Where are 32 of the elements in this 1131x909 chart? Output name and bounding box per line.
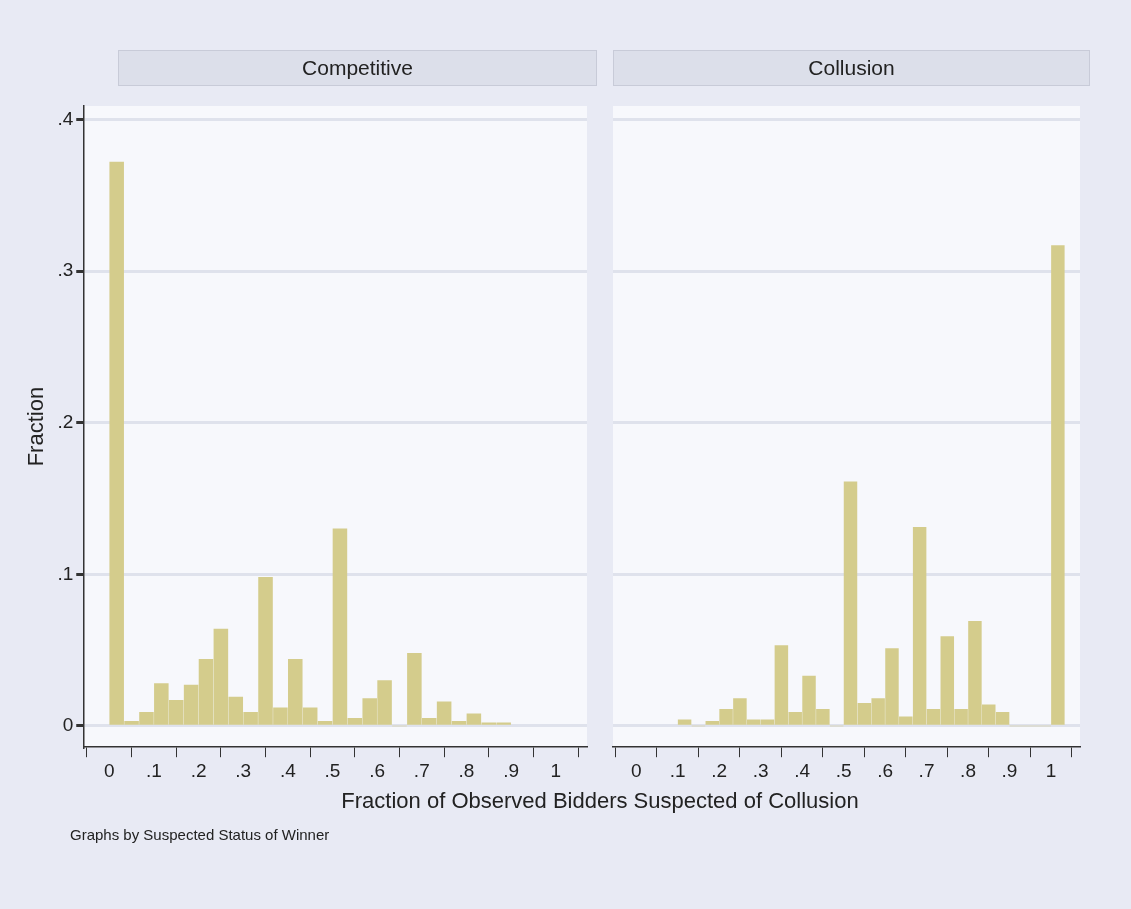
x-tick-label: .4	[279, 759, 297, 781]
y-tick-label: .1	[57, 562, 74, 584]
x-tick-label: .3	[235, 759, 252, 781]
x-tick-label: .5	[835, 759, 852, 781]
x-tick-label: .3	[752, 759, 769, 781]
x-tick-label: .8	[960, 759, 976, 781]
chart-title: Collusion	[613, 50, 1090, 86]
x-tick-label: 0	[630, 759, 642, 781]
x-tick-label: 1	[550, 759, 562, 781]
x-tick-label: 1	[1045, 759, 1057, 781]
x-tick-label: 0	[103, 759, 115, 781]
x-tick-label: .9	[1001, 759, 1018, 781]
x-tick-label: .7	[918, 759, 935, 781]
y-tick-label: .2	[57, 411, 74, 433]
text: Graphs by Suspected Status of Winner	[70, 826, 330, 843]
y-tick-label: 0	[62, 714, 74, 736]
x-tick-label: .6	[877, 759, 893, 781]
x-tick-label: .6	[369, 759, 386, 781]
x-axis-title: Fraction of Observed Bidders Suspected of Collusion	[340, 788, 860, 814]
chart-title: Competitive	[118, 50, 597, 86]
x-tick-label: .8	[458, 759, 475, 781]
x-tick-label: .9	[503, 759, 520, 781]
x-tick-label: .2	[190, 759, 207, 781]
y-tick-label: .3	[57, 259, 74, 281]
y-tick-label: .4	[57, 107, 74, 129]
x-tick-label: .4	[794, 759, 811, 781]
x-tick-label: .1	[145, 759, 162, 781]
x-tick-label: .2	[711, 759, 728, 781]
x-tick-label: .7	[413, 759, 430, 781]
y-axis-title: Fraction	[23, 386, 49, 467]
x-tick-label: .1	[669, 759, 686, 781]
x-tick-label: .5	[324, 759, 341, 781]
